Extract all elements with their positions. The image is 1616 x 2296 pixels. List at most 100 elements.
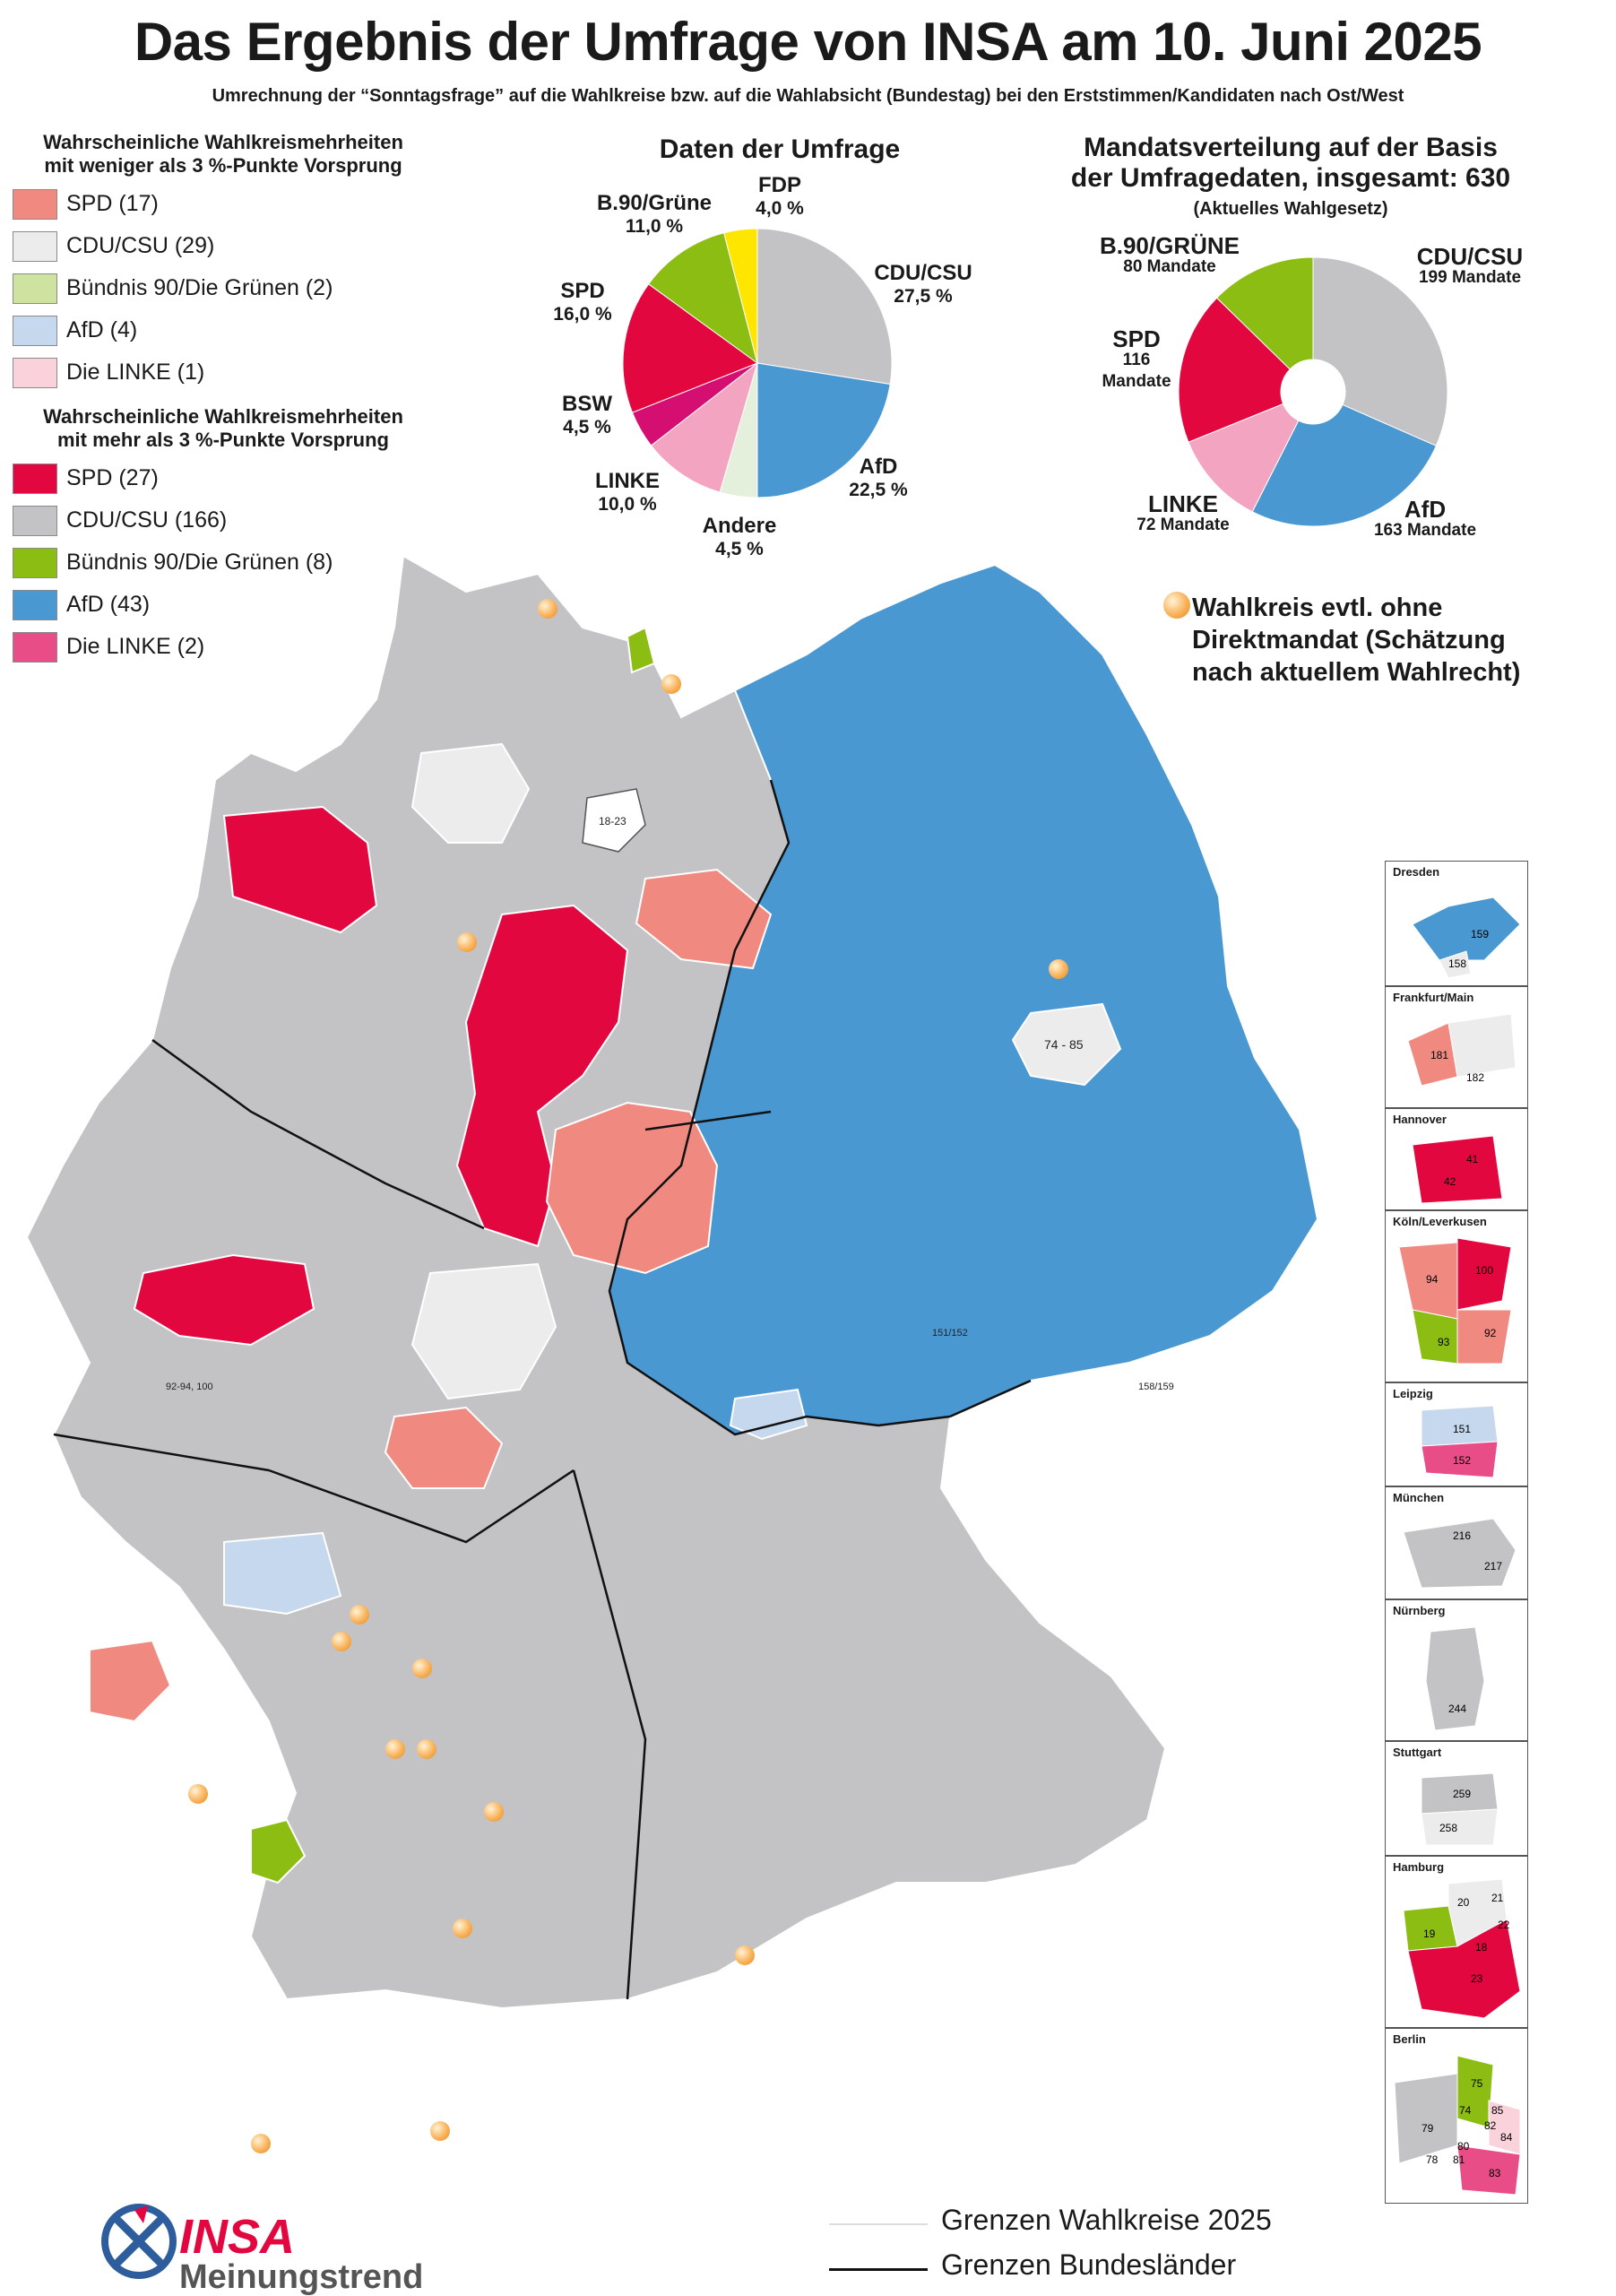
pie-slice-cdu-csu	[756, 228, 893, 386]
no-mandate-marker	[251, 2134, 271, 2153]
insa-logo: INSA Meinungstrend	[179, 2210, 424, 2296]
pie-slice-cdu-csu	[1312, 256, 1448, 446]
no-mandate-marker	[188, 1784, 208, 1804]
legend-item-label: CDU/CSU (166)	[66, 507, 228, 533]
page-title: Das Ergebnis der Umfrage von INSA am 10.…	[134, 12, 1482, 72]
inset-label: 74	[1459, 2104, 1472, 2117]
no-mandate-marker	[412, 1659, 432, 1678]
no-mandate-marker	[457, 932, 477, 952]
pie-label-linke: LINKE 10,0 %	[578, 470, 677, 516]
inset-label: 259	[1453, 1788, 1471, 1800]
map-spd-light-3	[384, 1406, 504, 1489]
pie-label-value: 16,0 %	[553, 304, 612, 325]
legend-wide-heading-line2: mit mehr als 3 %-Punkte Vorsprung	[56, 429, 389, 451]
legend-swatch	[13, 357, 57, 388]
inset-label: 81	[1453, 2153, 1465, 2166]
inset-hamburg: Hamburg 20 21 19 22 18 23	[1385, 1856, 1528, 2028]
pie-label-value: 4,0 %	[756, 198, 804, 219]
legend-swatch	[13, 631, 57, 663]
seat-label-value: 116	[1122, 351, 1151, 369]
map-label-berlin: 74 - 85	[1044, 1037, 1084, 1052]
map-spd-north	[222, 805, 378, 934]
inset-nuernberg: Nürnberg 244	[1385, 1599, 1528, 1741]
legend-item-label: Die LINKE (1)	[66, 360, 205, 385]
legend-swatch	[13, 589, 57, 620]
inset-label: 217	[1484, 1560, 1502, 1573]
inset-label: 181	[1430, 1049, 1448, 1061]
logo-name: INSA	[179, 2210, 296, 2264]
legend-item: Die LINKE (2)	[13, 626, 434, 668]
logo-tagline: Meinungstrend	[179, 2258, 424, 2296]
legend-item-label: AfD (43)	[66, 592, 151, 617]
pie-slice-afd	[1251, 403, 1437, 527]
inset-label: 216	[1453, 1529, 1471, 1542]
legend-swatch	[13, 463, 57, 494]
inset-label: 80	[1457, 2140, 1470, 2153]
legend-item-label: SPD (27)	[66, 465, 159, 490]
inset-caption: Nürnberg	[1393, 1604, 1446, 1617]
no-mandate-marker	[538, 599, 557, 619]
legend-narrow-heading-line2: mit weniger als 3 %-Punkte Vorsprung	[44, 154, 402, 177]
map-spd-light	[545, 1101, 719, 1275]
inset-muenchen: München 216 217	[1385, 1486, 1528, 1599]
wk-border-label: Grenzen Wahlkreise 2025	[941, 2204, 1272, 2236]
map-hamburg	[582, 788, 646, 853]
no-direct-mandate-icon	[1163, 592, 1190, 619]
no-mandate-marker	[1049, 959, 1068, 979]
page-subtitle: Umrechnung der “Sonntagsfrage” auf die W…	[212, 86, 1404, 106]
pie-slice-fdp	[723, 228, 758, 364]
map-label-koeln: 92-94, 100	[166, 1382, 213, 1392]
pie-label-name: SPD	[560, 279, 605, 303]
pie-label-fdp: FDP 4,0 %	[744, 174, 816, 221]
pie-label-afd: AfD 22,5 %	[834, 455, 923, 502]
pie-label-value: 11,0 %	[625, 216, 684, 237]
legend-item: SPD (27)	[13, 457, 434, 499]
legend-item: Bündnis 90/Die Grünen (2)	[13, 267, 434, 309]
inset-label: 83	[1489, 2167, 1501, 2179]
inset-label: 158	[1448, 957, 1466, 970]
seat-label-value: 80 Mandate	[1123, 257, 1216, 276]
no-mandate-marker	[430, 2121, 450, 2141]
germany-map: 18-23 74 - 85 92-94, 100 158/159 151/152	[25, 554, 1319, 2010]
no-mandate-marker	[417, 1739, 436, 1759]
no-mandate-marker	[735, 1945, 755, 1965]
pie-label-value: 4,5 %	[563, 417, 611, 438]
pie-label-name: CDU/CSU	[874, 261, 972, 285]
inset-label: 22	[1498, 1919, 1510, 1931]
legend-item: AfD (43)	[13, 584, 434, 626]
seat-label-value: Mandate	[1102, 372, 1171, 391]
seat-label-cdu: CDU/CSU 199 Mandate	[1394, 245, 1546, 289]
inset-label: 78	[1426, 2153, 1439, 2166]
inset-label: 20	[1457, 1896, 1470, 1909]
legend-swatch	[13, 230, 57, 262]
map-label-dresden: 158/159	[1138, 1382, 1174, 1392]
inset-label: 75	[1471, 2077, 1483, 2090]
inset-hannover: Hannover 41 42	[1385, 1108, 1528, 1210]
no-mandate-marker	[661, 674, 681, 694]
inset-caption: Dresden	[1393, 865, 1440, 879]
seat-label-name: SPD	[1112, 325, 1161, 352]
inset-caption: Leipzig	[1393, 1387, 1433, 1400]
pie-label-name: FDP	[758, 173, 801, 197]
map-spd-ruhr	[133, 1253, 315, 1347]
pie-label-name: AfD	[859, 455, 898, 479]
legend-item: SPD (17)	[13, 183, 434, 225]
pie-slice-spd	[622, 283, 759, 413]
no-mandate-marker	[385, 1739, 405, 1759]
pie-slice-linke	[650, 361, 758, 493]
map-berlin	[1011, 1002, 1122, 1087]
legend-narrow: Wahrscheinliche Wahlkreismehrheiten mit …	[13, 131, 434, 394]
seats-title-line1: Mandatsverteilung auf der Basis	[1084, 133, 1498, 162]
inset-label: 92	[1484, 1327, 1497, 1339]
legend-item: CDU/CSU (166)	[13, 499, 434, 542]
legend-swatch	[13, 505, 57, 536]
inset-label: 41	[1466, 1153, 1479, 1165]
inset-label: 84	[1500, 2131, 1513, 2144]
legend-narrow-heading: Wahrscheinliche Wahlkreismehrheiten mit …	[13, 131, 434, 178]
legend-swatch	[13, 188, 57, 220]
pie-label-gruene: B.90/Grüne 11,0 %	[583, 192, 726, 238]
pie-label-value: 22,5 %	[849, 480, 908, 500]
pie-label-cdu: CDU/CSU 27,5 %	[860, 262, 986, 308]
map-green-2	[626, 626, 656, 674]
pie-label-name: Andere	[702, 514, 777, 538]
